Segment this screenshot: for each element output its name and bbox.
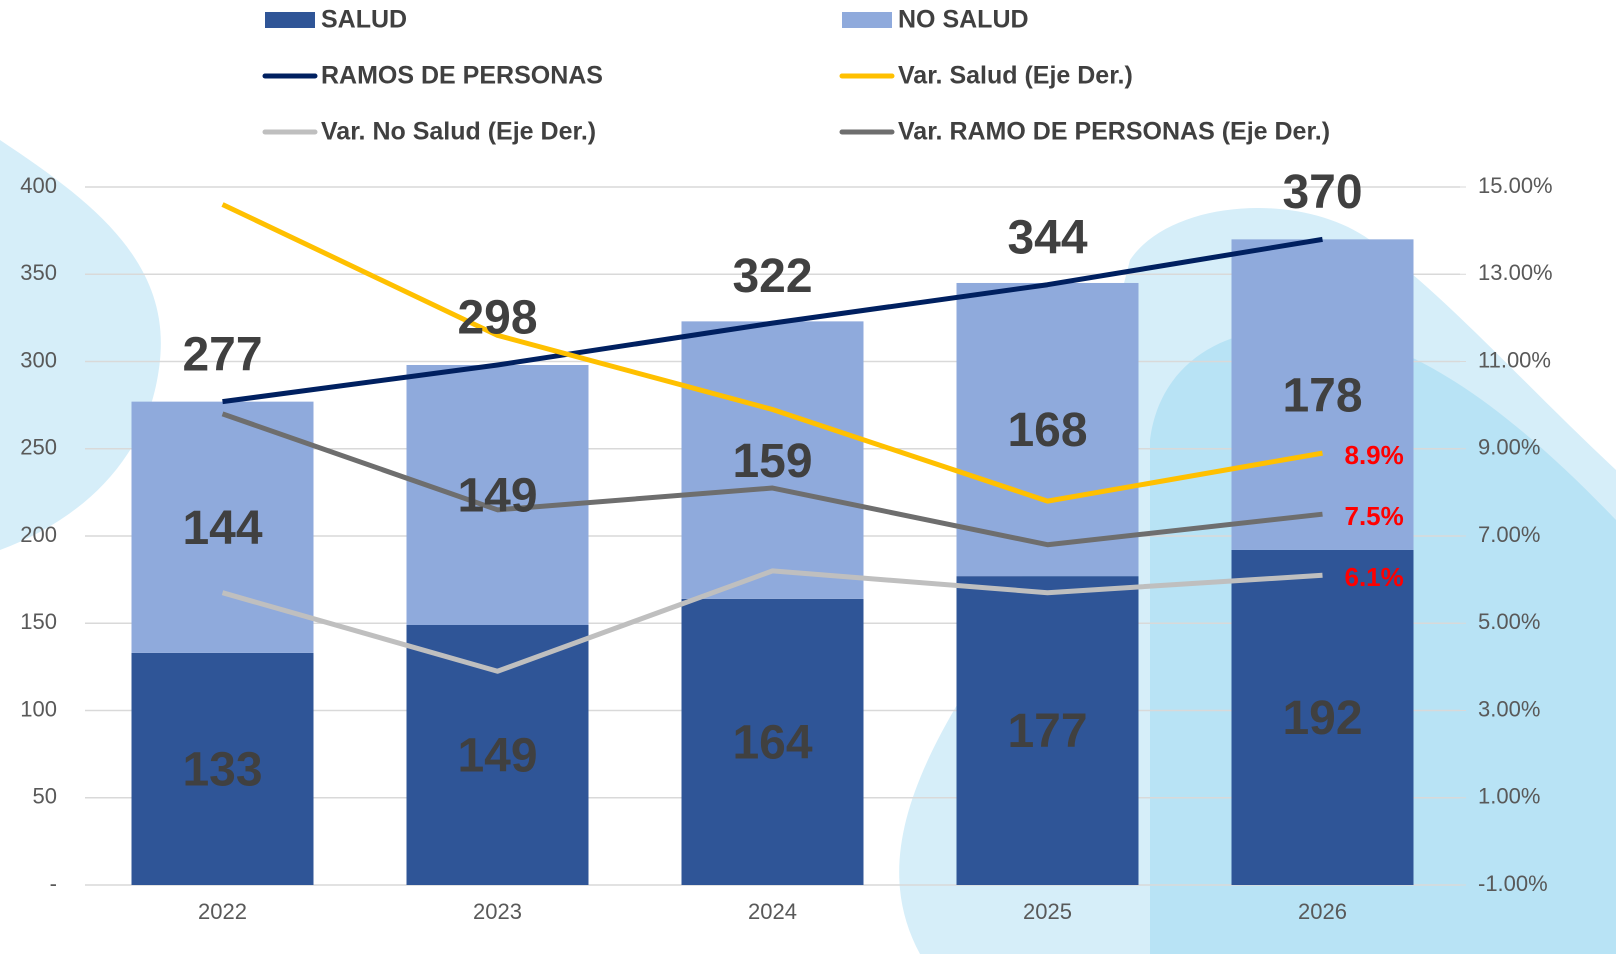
bar-segment — [681, 598, 864, 885]
y2-tick-label: 15.00% — [1478, 173, 1553, 198]
background-blob — [0, 140, 161, 550]
legend-label: Var. RAMO DE PERSONAS (Eje Der.) — [898, 118, 1330, 146]
y-tick-label: 400 — [20, 173, 57, 198]
line-series — [221, 568, 1323, 674]
y2-tick-label: -1.00% — [1478, 871, 1548, 896]
y-tick-label: 150 — [20, 609, 57, 634]
bar-segment — [1231, 239, 1414, 550]
data-label: 6.1% — [1345, 562, 1404, 592]
bar-segment — [956, 576, 1139, 885]
bar-value-label: 164 — [732, 717, 812, 770]
bar-value-label: 149 — [457, 470, 537, 523]
total-label: 344 — [1007, 211, 1087, 264]
bar-segment — [406, 364, 589, 625]
x-tick-label: 2023 — [473, 899, 522, 924]
bar-segment — [406, 624, 589, 885]
y-tick-label: 350 — [20, 260, 57, 285]
x-tick-label: 2026 — [1298, 899, 1347, 924]
y-tick-label: - — [50, 871, 57, 896]
y2-tick-label: 3.00% — [1478, 696, 1540, 721]
y-tick-label: 300 — [20, 347, 57, 372]
y-tick-label: 50 — [33, 784, 57, 809]
bar-segment — [681, 321, 864, 599]
x-tick-label: 2024 — [748, 899, 797, 924]
y2-tick-label: 1.00% — [1478, 784, 1540, 809]
legend-label: SALUD — [321, 6, 407, 34]
bar-segment — [1231, 549, 1414, 885]
bar-value-label: 159 — [732, 435, 812, 488]
bar-value-label: 144 — [182, 502, 262, 555]
bar-value-label: 192 — [1282, 692, 1362, 745]
y-tick-label: 200 — [20, 522, 57, 547]
total-label: 298 — [457, 292, 537, 345]
bar-segment — [956, 282, 1139, 577]
x-tick-label: 2025 — [1023, 899, 1072, 924]
bar-segment — [131, 652, 314, 885]
bar-value-label: 133 — [182, 744, 262, 797]
data-label: 8.9% — [1345, 440, 1404, 470]
legend-label: Var. No Salud (Eje Der.) — [321, 118, 596, 146]
bar-value-label: 168 — [1007, 404, 1087, 457]
legend-swatch — [842, 12, 892, 28]
y2-tick-label: 13.00% — [1478, 260, 1553, 285]
data-label: 7.5% — [1345, 501, 1404, 531]
bar-value-label: 149 — [457, 730, 537, 783]
bar-value-label: 177 — [1007, 705, 1087, 758]
line-series — [221, 202, 1323, 504]
legend-label: Var. Salud (Eje Der.) — [898, 62, 1133, 90]
bar-value-label: 178 — [1282, 369, 1362, 422]
total-label: 322 — [732, 250, 812, 303]
legend-swatch — [265, 12, 315, 28]
total-label: 277 — [182, 328, 262, 381]
line-series — [221, 411, 1323, 548]
x-tick-label: 2022 — [198, 899, 247, 924]
y-tick-label: 100 — [20, 696, 57, 721]
legend-label: NO SALUD — [898, 6, 1029, 34]
y2-tick-label: 5.00% — [1478, 609, 1540, 634]
line-series — [222, 236, 1323, 405]
total-label: 370 — [1282, 166, 1362, 219]
y2-tick-label: 9.00% — [1478, 435, 1540, 460]
y2-tick-label: 7.00% — [1478, 522, 1540, 547]
y-tick-label: 250 — [20, 435, 57, 460]
y2-tick-label: 11.00% — [1478, 347, 1551, 372]
legend-label: RAMOS DE PERSONAS — [321, 62, 603, 90]
